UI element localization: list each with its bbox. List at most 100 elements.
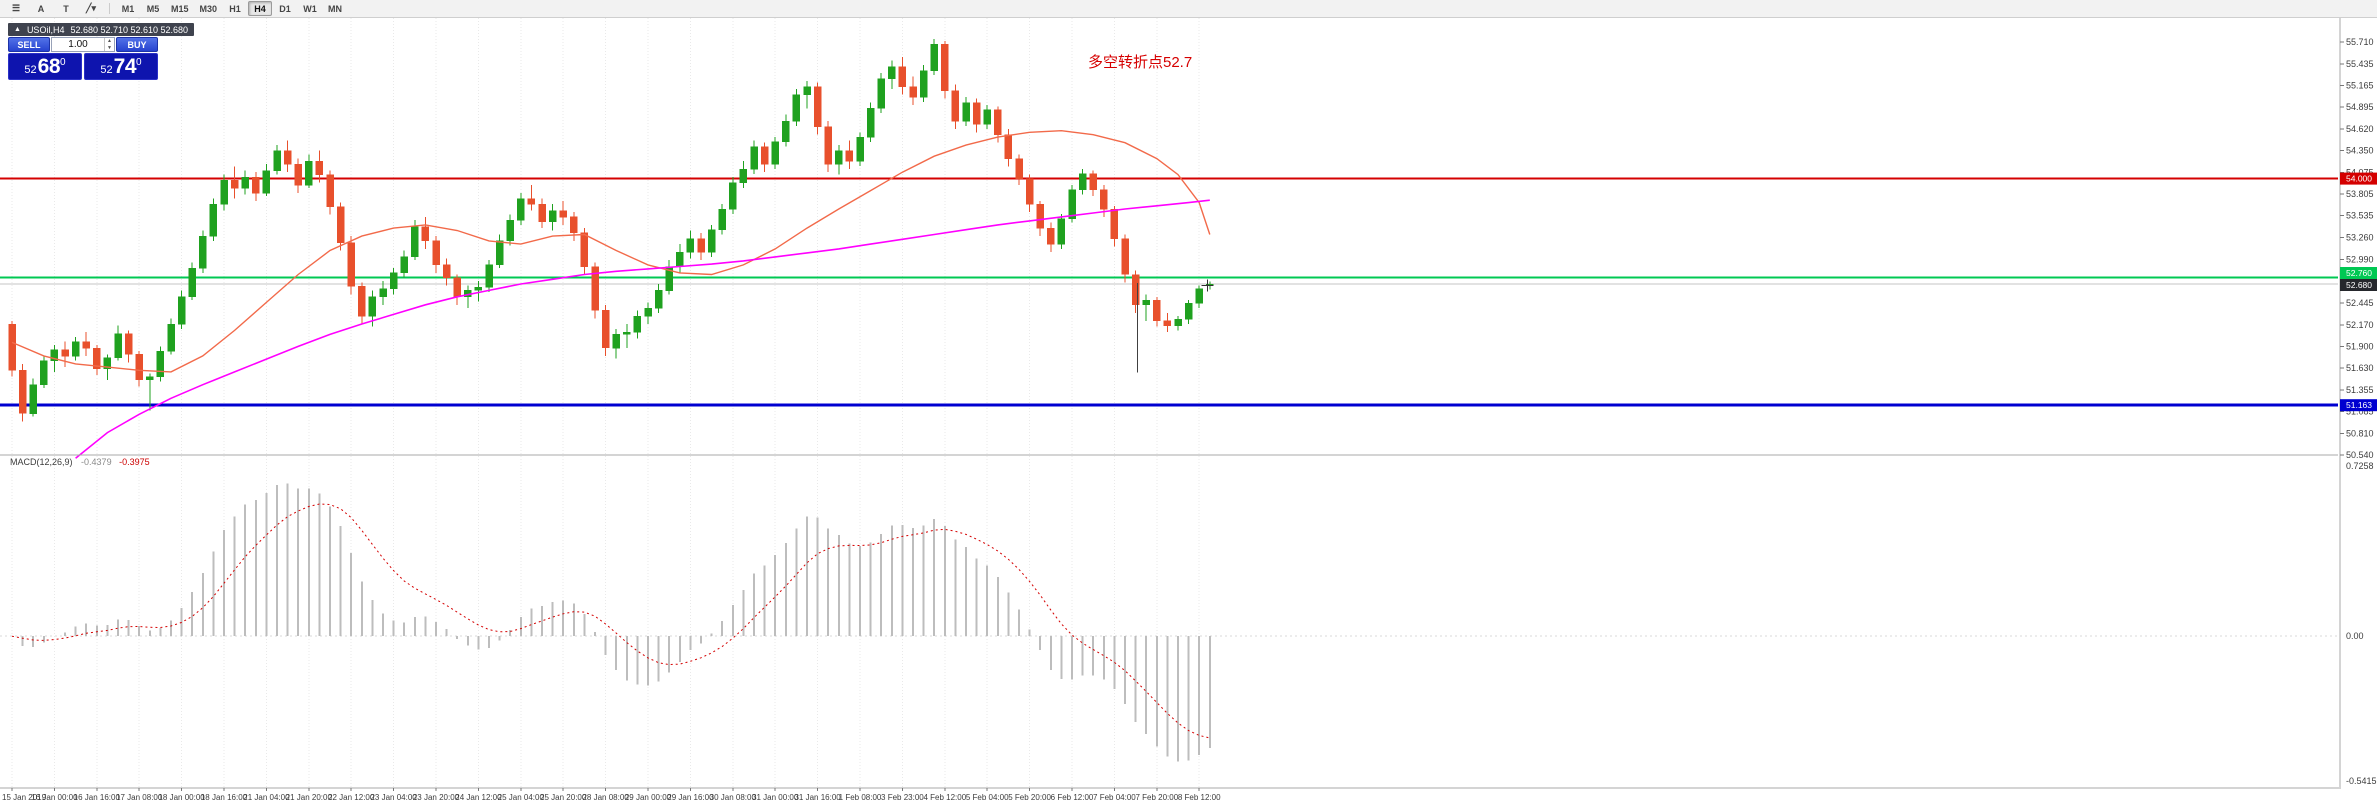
timeframe-h1[interactable]: H1 [229, 3, 241, 14]
svg-text:54.350: 54.350 [2346, 146, 2374, 156]
buy-price-sup: 0 [136, 57, 142, 68]
svg-text:0.7258: 0.7258 [2346, 461, 2374, 471]
svg-text:55.710: 55.710 [2346, 37, 2374, 47]
svg-text:24 Jan 12:00: 24 Jan 12:00 [455, 793, 502, 802]
ma-slow-line [75, 199, 1210, 459]
timeframe-w1[interactable]: W1 [303, 3, 317, 14]
macd-signal-line [11, 503, 1210, 739]
svg-text:7 Feb 04:00: 7 Feb 04:00 [1093, 793, 1136, 802]
svg-text:54.000: 54.000 [2346, 174, 2372, 184]
buy-price-tile[interactable]: 52 74 0 [84, 53, 158, 80]
svg-text:53.535: 53.535 [2346, 211, 2374, 221]
macd-signal-value: -0.3975 [119, 457, 150, 467]
macd-histogram [21, 483, 1211, 762]
svg-text:29 Jan 16:00: 29 Jan 16:00 [667, 793, 714, 802]
crosshair-button[interactable]: A [37, 3, 45, 14]
symbol-name: USOil,H4 [26, 24, 65, 35]
svg-text:51.630: 51.630 [2346, 363, 2374, 373]
timeframe-mn[interactable]: MN [328, 3, 343, 14]
price-marker-box: 52.760 [2340, 267, 2377, 279]
lot-stepper: ▲ ▼ [104, 38, 114, 51]
buy-price-whole: 52 [100, 64, 113, 76]
svg-text:51.163: 51.163 [2346, 400, 2372, 410]
svg-text:51.900: 51.900 [2346, 341, 2374, 351]
svg-text:1 Feb 08:00: 1 Feb 08:00 [839, 793, 882, 802]
toolbar-separator [109, 3, 110, 14]
crosshair-marker [1201, 279, 1214, 292]
draw-tool-button[interactable]: ╱▾ [86, 3, 96, 13]
svg-text:52.990: 52.990 [2346, 254, 2374, 264]
timeframe-m30[interactable]: M30 [199, 3, 218, 14]
sell-button[interactable]: SELL [8, 37, 50, 52]
timeframe-d1[interactable]: D1 [279, 3, 291, 14]
sell-price-tile[interactable]: 52 68 0 [8, 53, 82, 80]
lot-decrease-icon[interactable]: ▼ [107, 44, 112, 51]
buy-button[interactable]: BUY [116, 37, 158, 52]
ma-fast-line [11, 129, 1211, 373]
grid [11, 18, 1200, 788]
one-click-trade-panel: SELL 1.00 ▲ ▼ BUY 52 68 0 52 74 0 [8, 37, 158, 80]
text-tool-button[interactable]: T [63, 3, 69, 14]
svg-text:21 Jan 20:00: 21 Jan 20:00 [286, 793, 333, 802]
svg-text:-0.5415: -0.5415 [2346, 776, 2377, 786]
timeframe-m5[interactable]: M5 [146, 3, 160, 14]
svg-text:31 Jan 16:00: 31 Jan 16:00 [794, 793, 841, 802]
svg-text:29 Jan 00:00: 29 Jan 00:00 [625, 793, 672, 802]
svg-text:52.760: 52.760 [2346, 268, 2372, 278]
svg-text:51.085: 51.085 [2346, 407, 2374, 417]
svg-text:28 Jan 08:00: 28 Jan 08:00 [582, 793, 629, 802]
svg-text:55.435: 55.435 [2346, 59, 2374, 69]
lot-increase-icon[interactable]: ▲ [107, 38, 112, 44]
price-marker-box: 52.680 [2340, 279, 2377, 291]
collapse-icon[interactable]: ▲ [14, 26, 21, 33]
svg-text:25 Jan 04:00: 25 Jan 04:00 [498, 793, 545, 802]
horizontal-lines[interactable] [0, 177, 2338, 407]
annotation-text: 多空转折点52.7 [1088, 54, 1193, 71]
svg-text:50.540: 50.540 [2346, 450, 2374, 460]
chart-canvas[interactable]: 55.710 55.435 55.165 54.895 54.620 54.350 54.0… [0, 18, 2377, 803]
timeframe-h4[interactable]: H4 [248, 1, 273, 16]
toolbar: ☰ A T ╱▾ M1 M5 M15 M30 H1 H4 D1 W1 MN [0, 0, 2377, 18]
svg-text:25 Jan 20:00: 25 Jan 20:00 [540, 793, 587, 802]
sell-price-whole: 52 [24, 64, 37, 76]
price-marker-box: 51.163 [2340, 399, 2377, 412]
lot-size-value[interactable]: 1.00 [68, 39, 88, 50]
svg-text:3 Feb 23:00: 3 Feb 23:00 [881, 793, 924, 802]
toolbar-items: ☰ A T ╱▾ [4, 1, 103, 16]
svg-text:16 Jan 00:00: 16 Jan 00:00 [31, 793, 78, 802]
svg-text:50.810: 50.810 [2346, 428, 2374, 438]
ohlc-values: 52.680 52.710 52.610 52.680 [70, 24, 189, 35]
svg-text:55.165: 55.165 [2346, 81, 2374, 91]
svg-text:18 Jan 00:00: 18 Jan 00:00 [158, 793, 205, 802]
candles [8, 38, 1214, 422]
svg-text:6 Feb 12:00: 6 Feb 12:00 [1051, 793, 1094, 802]
svg-text:52.445: 52.445 [2346, 298, 2374, 308]
price-scale[interactable]: 55.710 55.435 55.165 54.895 54.620 54.350 54.0… [2339, 18, 2377, 803]
svg-text:17 Jan 08:00: 17 Jan 08:00 [116, 793, 163, 802]
sell-price-pips: 68 [37, 55, 61, 78]
timeframe-m15[interactable]: M15 [171, 3, 189, 14]
svg-text:52.680: 52.680 [2346, 280, 2372, 290]
menu-icon[interactable]: ☰ [11, 3, 21, 13]
macd-name: MACD(12,26,9) [10, 457, 73, 467]
svg-text:51.355: 51.355 [2346, 385, 2374, 395]
svg-text:22 Jan 12:00: 22 Jan 12:00 [328, 793, 375, 802]
svg-text:54.895: 54.895 [2346, 102, 2374, 112]
pane-separators[interactable] [0, 454, 2377, 789]
symbol-info-bar[interactable]: ▲ USOil,H4 52.680 52.710 52.610 52.680 [8, 23, 195, 36]
svg-text:5 Feb 04:00: 5 Feb 04:00 [966, 793, 1009, 802]
svg-text:31 Jan 00:00: 31 Jan 00:00 [752, 793, 799, 802]
buy-price-pips: 74 [113, 55, 137, 78]
svg-text:7 Feb 20:00: 7 Feb 20:00 [1135, 793, 1178, 802]
lot-size-field[interactable]: 1.00 ▲ ▼ [51, 37, 115, 52]
svg-text:8 Feb 12:00: 8 Feb 12:00 [1178, 793, 1221, 802]
svg-text:52.170: 52.170 [2346, 320, 2374, 330]
svg-text:15 Jan 2019: 15 Jan 2019 [2, 793, 47, 802]
svg-text:16 Jan 16:00: 16 Jan 16:00 [74, 793, 121, 802]
svg-text:54.620: 54.620 [2346, 124, 2374, 134]
timeframe-m1[interactable]: M1 [121, 3, 135, 14]
svg-text:18 Jan 16:00: 18 Jan 16:00 [201, 793, 248, 802]
svg-text:53.805: 53.805 [2346, 189, 2374, 199]
